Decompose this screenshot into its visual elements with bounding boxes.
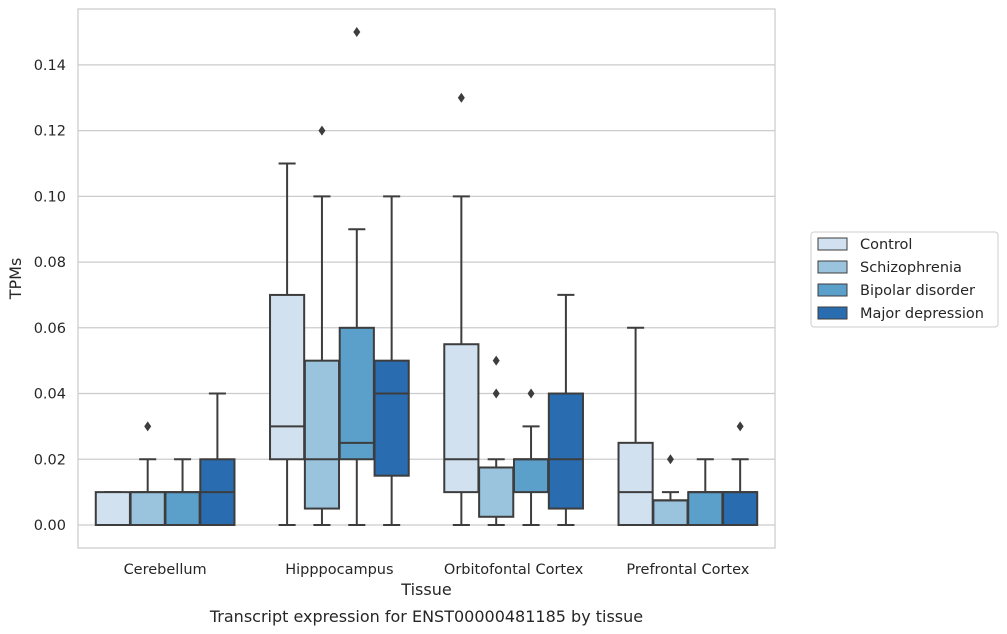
legend-label: Schizophrenia [860,260,962,276]
box-3-1 [373,195,410,526]
box-iqr [478,466,515,518]
box-iqr [443,343,480,494]
legend-swatch [817,283,848,297]
x-tick-labels: Cerebellum Hipppocampus Orbitofontal Corte… [124,562,750,578]
y-tick-labels: 0.00 0.02 0.04 0.06 0.08 0.10 0.12 0.14 [34,58,66,534]
legend-swatch [817,237,848,251]
box-2-1 [338,27,375,526]
box-0-1 [269,162,306,526]
outlier-point [318,125,326,136]
box-iqr [617,441,654,526]
y-tick-label: 0.12 [34,124,66,140]
y-tick-label: 0.10 [34,189,66,205]
box-3-2 [547,293,584,526]
outlier-point [144,421,152,432]
box-3-3 [722,421,759,526]
outlier-point [527,388,535,399]
x-tick-label: Prefrontal Cortex [626,562,749,578]
outlier-point [492,388,500,399]
box-iqr [722,491,759,526]
box-1-1 [303,125,341,526]
y-tick-label: 0.14 [34,58,66,74]
y-tick-label: 0.02 [34,452,66,468]
box-iqr [164,491,201,526]
x-axis-label: Tissue [400,580,451,599]
box-iqr [338,326,375,461]
y-axis-label: TPMs [6,258,25,301]
plot-area-frame [77,8,776,549]
legend-swatch [817,260,848,274]
outlier-point [353,27,361,38]
box-2-0 [164,458,201,526]
legend: Control Schizophrenia Bipolar disorder Majo… [810,231,999,328]
legend-label: Control [860,237,912,253]
box-0-0 [94,491,131,526]
box-1-0 [129,421,166,526]
box-marks [94,27,759,526]
outlier-point [736,421,744,432]
box-iqr [373,359,410,477]
y-tick-label: 0.00 [34,518,66,534]
gridlines [78,64,775,526]
box-1-3 [652,454,689,526]
legend-label: Bipolar disorder [860,283,975,299]
y-tick-label: 0.08 [34,255,66,271]
box-2-2 [512,388,550,526]
box-3-0 [199,392,236,526]
box-1-2 [478,355,515,526]
y-tick-label: 0.04 [34,387,66,403]
x-tick-label: Cerebellum [124,562,207,578]
box-iqr [269,293,306,461]
x-tick-label: Hipppocampus [285,562,393,578]
outlier-point [457,92,465,103]
box-iqr [512,458,550,494]
chart-caption: Transcript expression for ENST0000048118… [209,607,643,626]
box-iqr [547,392,584,510]
box-iqr [303,359,341,510]
outlier-point [666,454,674,465]
x-tick-label: Orbitofontal Cortex [444,562,584,578]
y-tick-label: 0.06 [34,321,66,337]
legend-swatch [817,306,848,320]
box-iqr [94,491,131,526]
box-iqr [652,499,689,526]
box-0-2 [443,92,480,526]
legend-frame [810,231,999,328]
box-iqr [687,491,724,526]
outlier-point [492,355,500,366]
box-iqr [129,491,166,526]
legend-label: Major depression [860,306,984,322]
box-2-3 [687,458,724,526]
box-0-3 [617,326,654,526]
